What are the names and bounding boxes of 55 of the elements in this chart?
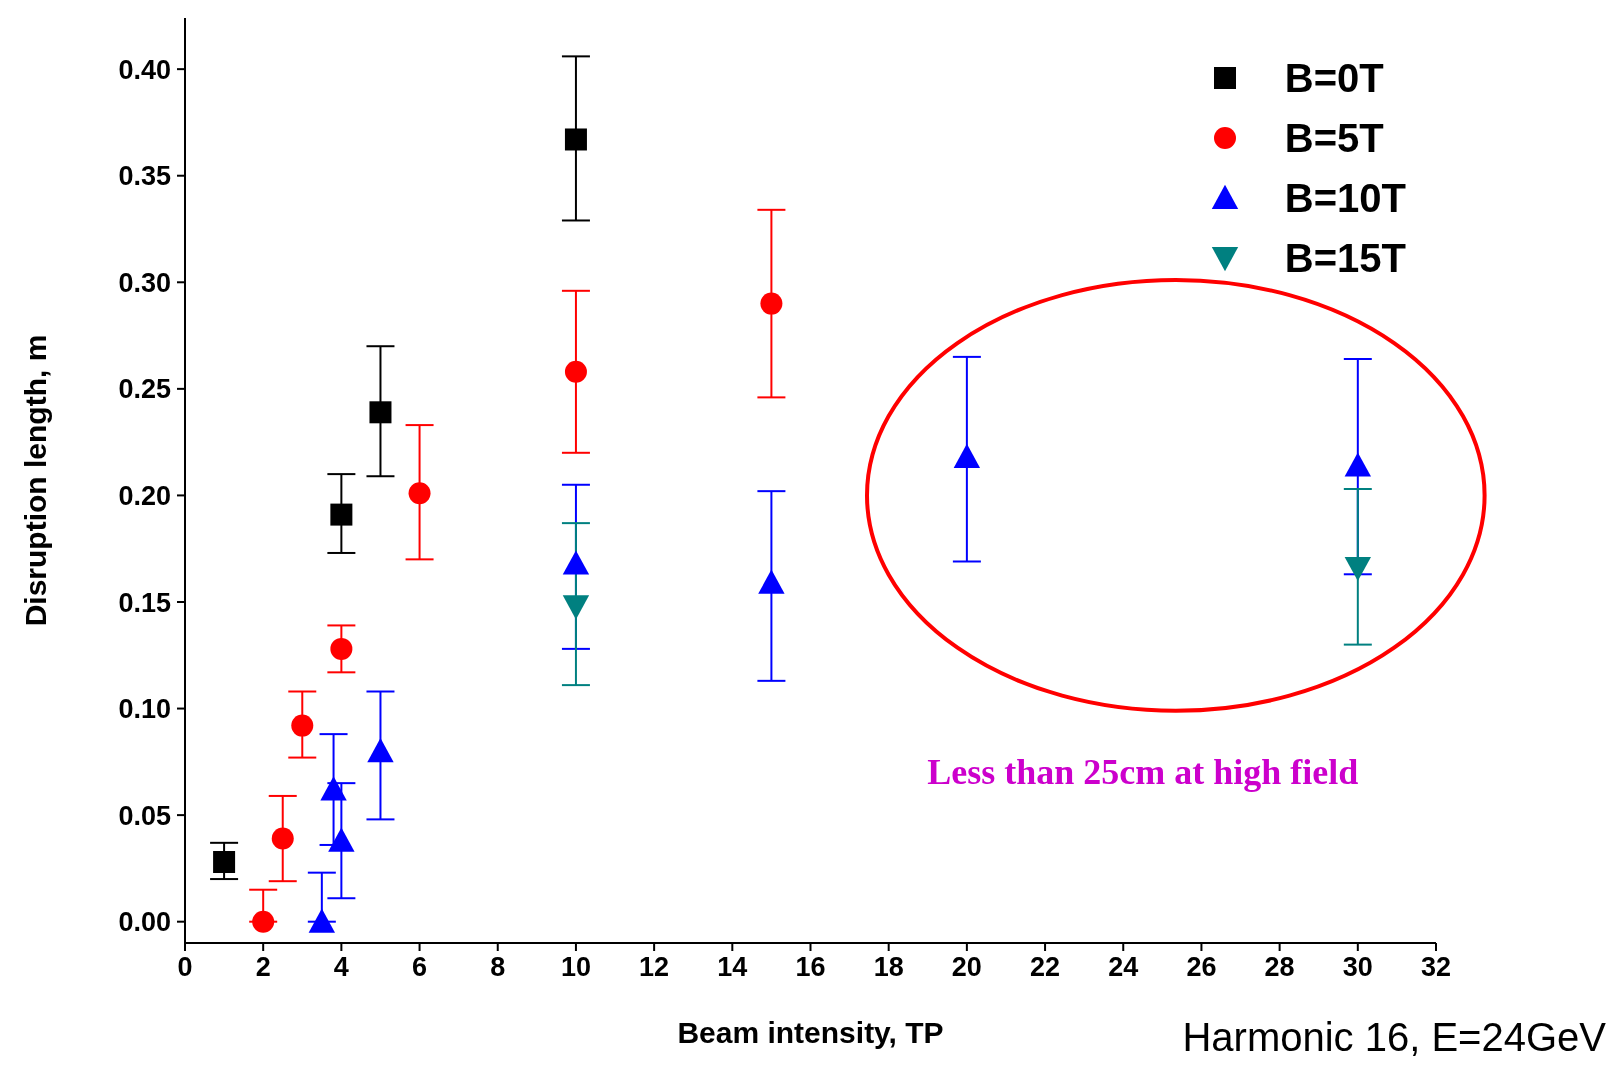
point <box>408 482 431 505</box>
point <box>369 401 392 424</box>
x-tick-label: 12 <box>639 952 670 983</box>
x-tick-label: 22 <box>1030 952 1061 983</box>
point <box>562 595 590 620</box>
y-tick-label: 0.30 <box>118 267 171 298</box>
x-tick-label: 6 <box>412 952 428 983</box>
point <box>213 851 236 874</box>
y-tick-label: 0.15 <box>118 587 171 618</box>
point <box>953 443 981 469</box>
point <box>1344 556 1372 582</box>
x-tick-label: 26 <box>1186 952 1217 983</box>
x-tick-label: 20 <box>951 952 982 983</box>
legend-label: B=0T <box>1284 55 1384 101</box>
point <box>760 292 783 315</box>
point <box>330 503 353 526</box>
legend-label: B=5T <box>1284 115 1384 161</box>
x-tick-label: 32 <box>1420 952 1452 983</box>
x-tick-label: 14 <box>717 952 748 983</box>
point <box>252 910 275 933</box>
point <box>320 776 347 801</box>
point <box>564 360 587 383</box>
point <box>330 637 353 660</box>
point <box>564 128 587 151</box>
point <box>308 908 336 933</box>
point <box>367 737 394 763</box>
x-tick-label: 10 <box>560 952 591 983</box>
x-tick-label: 8 <box>490 952 506 983</box>
y-tick-label: 0.35 <box>118 161 171 192</box>
y-tick-label: 0.05 <box>118 800 171 831</box>
x-axis-title: Beam intensity, TP <box>677 1016 944 1049</box>
point <box>1344 452 1372 477</box>
legend-label: B=10T <box>1284 175 1406 221</box>
x-tick-label: 4 <box>333 952 349 983</box>
point <box>562 550 590 575</box>
annotation: Less than 25cm at high field <box>927 751 1359 794</box>
x-tick-label: 0 <box>177 952 193 983</box>
y-tick-label: 0.00 <box>118 907 171 938</box>
point <box>271 827 294 850</box>
legend-label: B=15T <box>1284 235 1406 281</box>
x-tick-label: 24 <box>1108 952 1139 983</box>
y-tick-label: 0.25 <box>118 374 171 405</box>
y-tick-label: 0.20 <box>118 481 171 511</box>
text: Harmonic 16, E=24GeV <box>1182 1015 1606 1060</box>
point <box>758 569 785 594</box>
y-tick-label: 0.10 <box>118 694 171 725</box>
y-tick-label: 0.40 <box>118 54 171 85</box>
x-tick-label: 28 <box>1264 952 1295 983</box>
x-tick-label: 2 <box>255 952 271 983</box>
point <box>328 827 355 852</box>
y-axis-title: Disruption length, m <box>18 334 52 627</box>
point <box>291 714 314 737</box>
x-tick-label: 18 <box>873 952 904 983</box>
x-tick-label: 16 <box>795 952 826 983</box>
x-tick-label: 30 <box>1342 952 1373 983</box>
